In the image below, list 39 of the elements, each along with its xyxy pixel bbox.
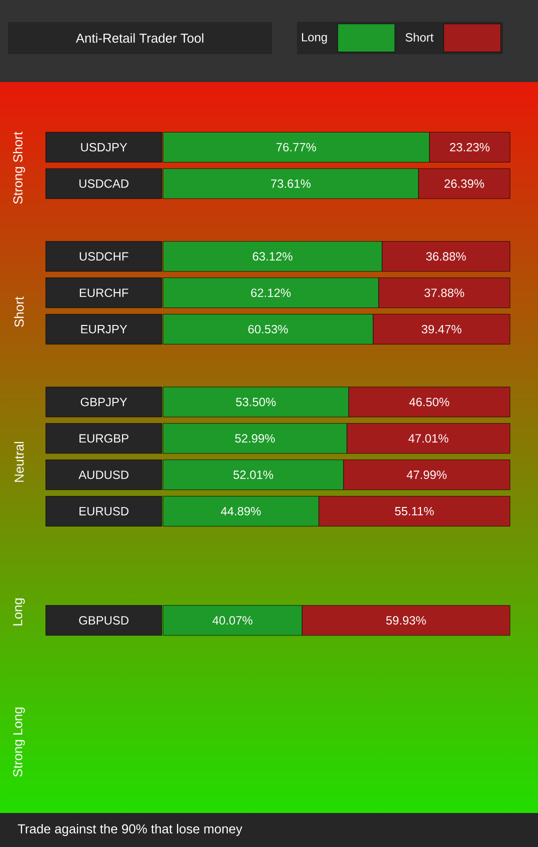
text: Neutral (14, 442, 24, 482)
data-label: 73.61% (271, 179, 311, 188)
data-label: 52.01% (233, 470, 274, 480)
data-label: 39.47% (422, 324, 462, 334)
y-tick-label: GBPUSD (79, 616, 128, 625)
legend-label: Short (406, 32, 434, 42)
legend-label: Long (302, 33, 327, 44)
y-tick-label: GBPJPY (80, 398, 128, 406)
text: Strong Long (13, 708, 25, 777)
text: Trade against the 90% that lose money (18, 824, 242, 836)
data-label: 23.23% (450, 142, 490, 152)
data-label: 26.39% (444, 179, 484, 188)
data-label: 37.88% (424, 288, 464, 298)
data-label: 46.50% (409, 398, 450, 406)
data-label: 60.53% (248, 324, 288, 334)
data-label: 53.50% (236, 398, 276, 406)
text: Short (14, 296, 24, 327)
y-tick-label: USDCAD (79, 179, 128, 188)
chart-title: Anti-Retail Trader Tool (76, 33, 204, 43)
y-tick-label: EURGBP (80, 434, 128, 443)
y-tick-label: EURCHF (80, 288, 128, 298)
text: Long (13, 598, 25, 626)
data-label: 55.11% (395, 506, 434, 516)
y-tick-label: USDCHF (80, 252, 128, 261)
data-label: 63.12% (252, 252, 292, 261)
data-label: 44.89% (220, 506, 261, 516)
y-tick-label: EURUSD (80, 506, 128, 516)
data-label: 40.07% (212, 616, 252, 625)
text: Strong Short (12, 132, 26, 204)
y-tick-label: USDJPY (81, 142, 128, 152)
y-tick-label: EURJPY (81, 325, 128, 334)
data-label: 59.93% (386, 616, 426, 625)
data-label: 76.77% (276, 142, 316, 152)
data-label: 47.99% (406, 470, 447, 480)
data-label: 52.99% (235, 434, 275, 443)
data-label: 47.01% (408, 434, 448, 443)
data-label: 62.12% (251, 288, 291, 298)
data-label: 36.88% (426, 252, 466, 261)
y-tick-label: AUDUSD (78, 470, 128, 480)
